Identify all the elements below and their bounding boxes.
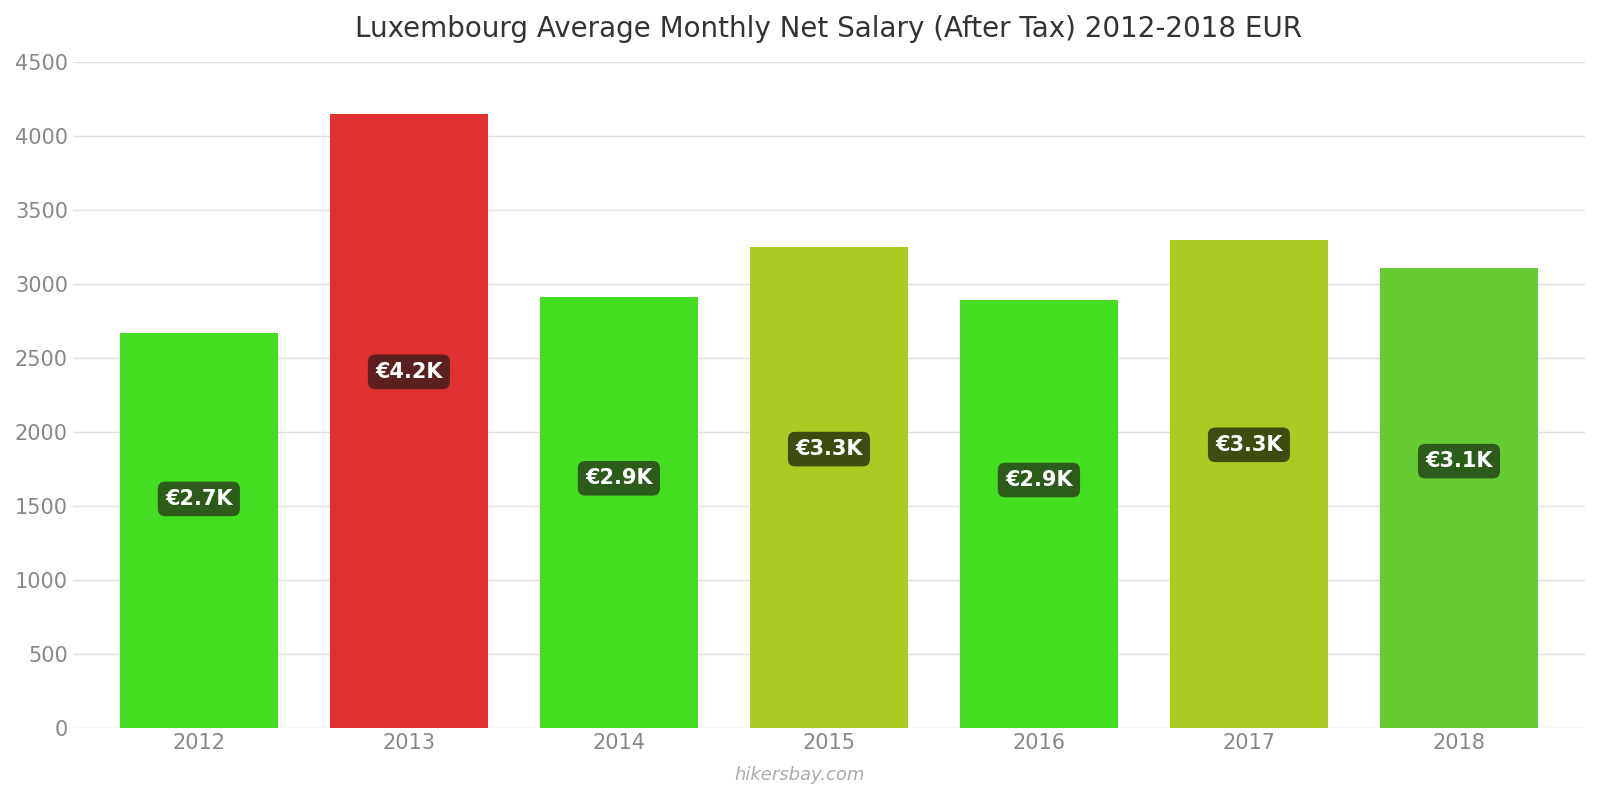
Text: €2.9K: €2.9K (586, 468, 653, 488)
Bar (120, 333, 278, 728)
Bar (1381, 268, 1538, 728)
Bar (330, 114, 488, 728)
Text: €3.3K: €3.3K (795, 439, 862, 459)
Title: Luxembourg Average Monthly Net Salary (After Tax) 2012-2018 EUR: Luxembourg Average Monthly Net Salary (A… (355, 15, 1302, 43)
Text: €2.7K: €2.7K (165, 489, 232, 509)
Text: €4.2K: €4.2K (374, 362, 443, 382)
Bar (750, 247, 907, 728)
Bar (960, 300, 1118, 728)
Text: hikersbay.com: hikersbay.com (734, 766, 866, 784)
Text: €3.1K: €3.1K (1426, 451, 1493, 471)
Text: €2.9K: €2.9K (1005, 470, 1072, 490)
Text: €3.3K: €3.3K (1216, 435, 1283, 455)
Bar (1170, 240, 1328, 728)
Bar (541, 298, 698, 728)
